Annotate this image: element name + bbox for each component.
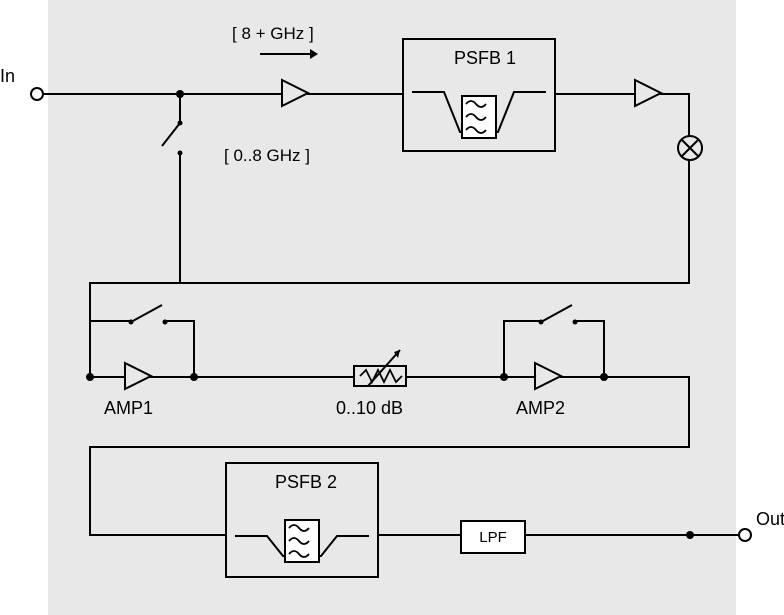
psfb1-label: PSFB 1 bbox=[454, 48, 516, 69]
wire bbox=[89, 534, 225, 536]
attenuator-icon bbox=[352, 346, 412, 390]
wire bbox=[560, 376, 690, 378]
wire bbox=[89, 376, 126, 378]
switch-icon bbox=[538, 302, 578, 326]
terminal-icon bbox=[176, 149, 184, 157]
rf-block-diagram: In [ 8 + GHz ] [ 0..8 GHz ] PSFB 1 bbox=[0, 0, 784, 615]
psfb2-block: PSFB 2 bbox=[225, 462, 379, 578]
amplifier-icon bbox=[125, 363, 153, 391]
out-label: Out bbox=[756, 509, 784, 530]
wire bbox=[193, 320, 195, 378]
wire bbox=[36, 93, 282, 95]
wire bbox=[503, 320, 505, 378]
freq-lo-label: [ 0..8 GHz ] bbox=[224, 146, 310, 166]
amp1-label: AMP1 bbox=[104, 398, 153, 419]
wire bbox=[179, 93, 181, 123]
amplifier-icon bbox=[535, 363, 563, 391]
out-port bbox=[738, 528, 752, 542]
wire bbox=[89, 282, 690, 284]
lpf-block: LPF bbox=[460, 520, 526, 554]
atten-label: 0..10 dB bbox=[336, 398, 403, 419]
lpf-label: LPF bbox=[479, 529, 507, 546]
wire bbox=[688, 93, 690, 136]
amplifier-icon bbox=[635, 80, 663, 108]
wire bbox=[660, 93, 690, 95]
arrow-icon bbox=[260, 48, 318, 60]
amp2-label: AMP2 bbox=[516, 398, 565, 419]
psfb1-block: PSFB 1 bbox=[402, 38, 556, 152]
switch-icon bbox=[158, 120, 188, 152]
in-port bbox=[30, 87, 44, 101]
wire bbox=[553, 93, 635, 95]
wire bbox=[688, 376, 690, 448]
wire bbox=[376, 534, 461, 536]
wire bbox=[89, 446, 690, 448]
wire bbox=[603, 320, 605, 378]
wire bbox=[522, 534, 740, 536]
wire bbox=[89, 320, 131, 322]
amplifier-icon bbox=[282, 80, 310, 108]
junction bbox=[86, 373, 94, 381]
wire bbox=[179, 152, 181, 284]
wire bbox=[688, 160, 690, 282]
wire bbox=[503, 320, 541, 322]
wire bbox=[307, 93, 403, 95]
wire bbox=[89, 282, 91, 322]
filter-icon bbox=[412, 88, 546, 140]
psfb2-label: PSFB 2 bbox=[275, 472, 337, 493]
wire bbox=[165, 320, 195, 322]
freq-hi-label: [ 8 + GHz ] bbox=[232, 24, 314, 44]
wire bbox=[150, 376, 354, 378]
wire bbox=[406, 376, 536, 378]
filter-icon bbox=[235, 512, 369, 564]
junction bbox=[190, 373, 198, 381]
wire bbox=[89, 320, 91, 378]
switch-icon bbox=[128, 302, 168, 326]
mixer-icon bbox=[676, 134, 704, 162]
junction bbox=[686, 531, 694, 539]
in-label: In bbox=[0, 66, 15, 87]
wire bbox=[575, 320, 605, 322]
wire bbox=[89, 446, 91, 536]
